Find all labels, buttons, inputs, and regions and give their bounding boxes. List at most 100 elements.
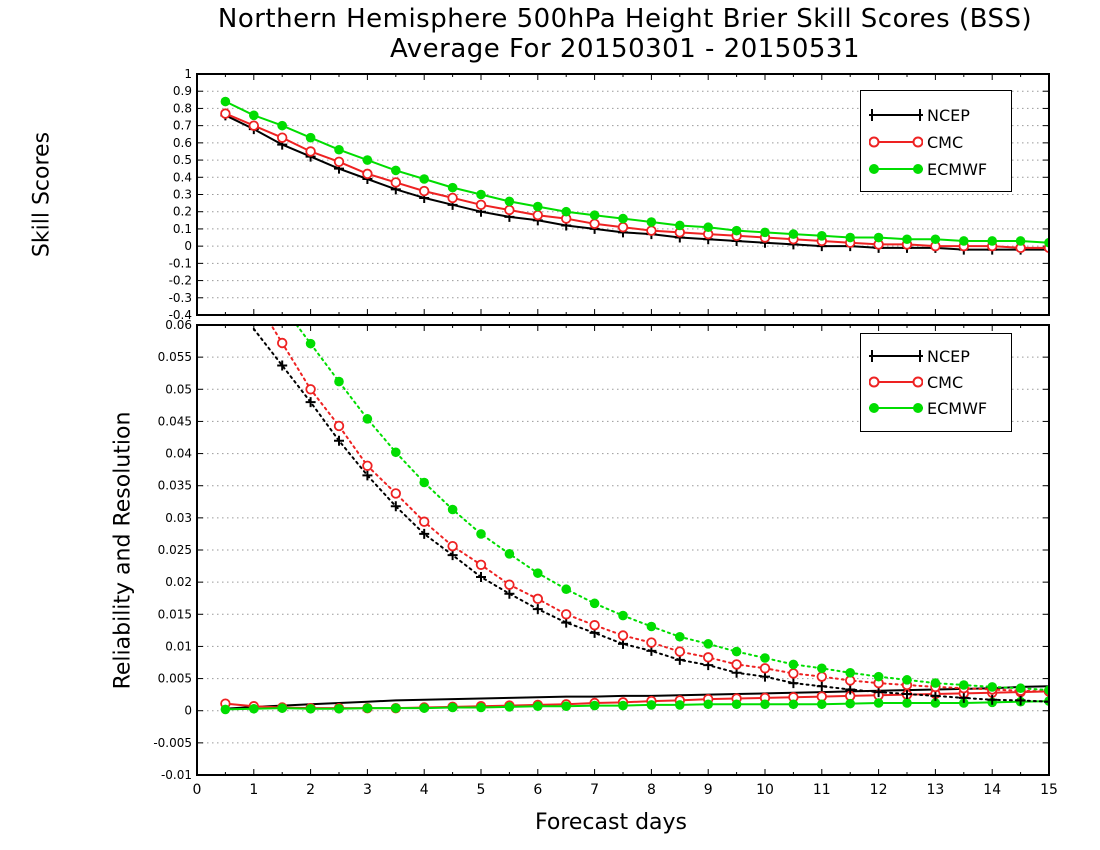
ecmwf-point [589, 700, 600, 711]
y-tick-label: 0 [184, 704, 192, 718]
ecmwf-point [646, 700, 657, 710]
ecmwf-point [589, 210, 600, 220]
ecmwf-point [618, 213, 628, 224]
cmc-point [816, 671, 828, 682]
ecmwf-point [959, 680, 969, 690]
y-tick-label: 0 [184, 239, 192, 253]
cmc-point [447, 192, 458, 204]
ecmwf-point [817, 663, 827, 674]
ncep-point [873, 687, 884, 698]
y-tick-label: 0.04 [165, 447, 192, 461]
y-tick-label: 1 [184, 67, 192, 81]
ecmwf-point [504, 549, 515, 559]
ecmwf-point [419, 174, 430, 184]
ncep-point [504, 588, 515, 599]
ncep-point [788, 678, 799, 689]
x-tick-label: 9 [704, 782, 713, 798]
ncep-point [1015, 695, 1026, 706]
legend-label: NCEP [927, 106, 970, 125]
cmc-point [362, 168, 373, 180]
cmc-point [475, 199, 487, 211]
cmc-point [731, 659, 742, 670]
ecmwf-point [731, 646, 742, 657]
y-tick-label: -0.3 [169, 291, 192, 305]
y-tick-label: 0.015 [158, 607, 192, 621]
bottom-plot-frame [196, 324, 1050, 776]
x-tick-label: 1 [249, 782, 258, 798]
cmc-point [248, 120, 260, 131]
top-series-group [220, 96, 1049, 255]
y-tick-label: 0.4 [173, 170, 192, 184]
cmc-point [532, 593, 544, 605]
ecmwf-point [305, 132, 316, 143]
ecmwf-point [561, 584, 571, 595]
y-tick-label: 0.05 [165, 382, 192, 396]
x-axis-label: Forecast days [535, 810, 688, 835]
cmc-point [788, 668, 799, 679]
chart-subtitle: Average For 20150301 - 20150531 [389, 34, 860, 64]
ecmwf-line [295, 325, 1049, 692]
ecmwf-point [930, 698, 941, 708]
ncep-line [224, 685, 1049, 710]
y-tick-label: -0.2 [169, 274, 192, 288]
y-tick-label: 0.6 [173, 136, 192, 150]
y-tick-label: 0.9 [173, 84, 192, 98]
legend-ecmwf-filled-circle-icon [869, 164, 923, 174]
y-tick-label: -0.1 [169, 256, 192, 270]
ecmwf-point [561, 701, 571, 712]
cmc-point [419, 185, 430, 197]
ecmwf-point [391, 447, 401, 458]
cmc-point [617, 630, 629, 641]
ecmwf-point [703, 222, 713, 233]
ecmwf-point [419, 703, 430, 713]
y-tick-label: -0.01 [161, 768, 192, 782]
ecmwf-point [731, 699, 742, 710]
ecmwf-point [817, 699, 827, 710]
ecmwf-point [1044, 685, 1049, 695]
y-tick-label: 0.03 [165, 511, 192, 525]
ncep-point [902, 689, 912, 699]
ecmwf-point [305, 338, 316, 349]
legend-item-cmc: CMC [861, 131, 1011, 153]
cmc-point [220, 108, 231, 119]
top-plot-frame [196, 73, 1050, 316]
x-tick-label: 3 [363, 782, 372, 798]
ecmwf-point [362, 703, 373, 713]
ncep-point [930, 690, 941, 701]
y-tick-label: -0.005 [153, 736, 192, 750]
ncep-point [1044, 696, 1049, 707]
cmc-point [759, 663, 771, 674]
cmc-point [674, 646, 686, 657]
ecmwf-point [533, 701, 543, 712]
top-panel: -0.4 -0.3 -0.2 -0.1 0 0.1 0.2 0.3 0.4 0.5 0.6 0.7 0.… [169, 67, 1050, 322]
ecmwf-point [646, 217, 657, 227]
cmc-point [390, 488, 402, 499]
legend-item-cmc: CMC [861, 371, 1011, 393]
ecmwf-point [902, 698, 912, 708]
chart-title: Northern Hemisphere 500hPa Height Brier … [217, 4, 1033, 34]
cmc-line [269, 325, 1049, 693]
ecmwf-point [447, 182, 458, 193]
x-tick-label: 15 [1040, 782, 1058, 798]
ncep-point [277, 360, 288, 371]
ecmwf-point [419, 477, 430, 488]
y-tick-label: 0.045 [158, 414, 192, 428]
x-tick-label: 5 [477, 782, 486, 798]
legend-label: ECMWF [927, 399, 988, 418]
y-tick-label: 0.2 [173, 205, 192, 219]
legend-label: CMC [927, 133, 964, 152]
x-tick-label: 8 [647, 782, 656, 798]
ecmwf-point [788, 659, 799, 670]
ecmwf-point [249, 110, 259, 121]
ecmwf-point [277, 120, 288, 131]
ecmwf-point [618, 610, 628, 621]
ecmwf-point [504, 702, 515, 712]
ncep-point [305, 397, 316, 408]
ecmwf-point [675, 631, 685, 642]
ecmwf-point [1044, 237, 1049, 248]
ecmwf-point [476, 529, 486, 539]
ncep-point [532, 604, 543, 615]
ecmwf-point [1015, 683, 1026, 694]
x-tick-label: 13 [926, 782, 944, 798]
